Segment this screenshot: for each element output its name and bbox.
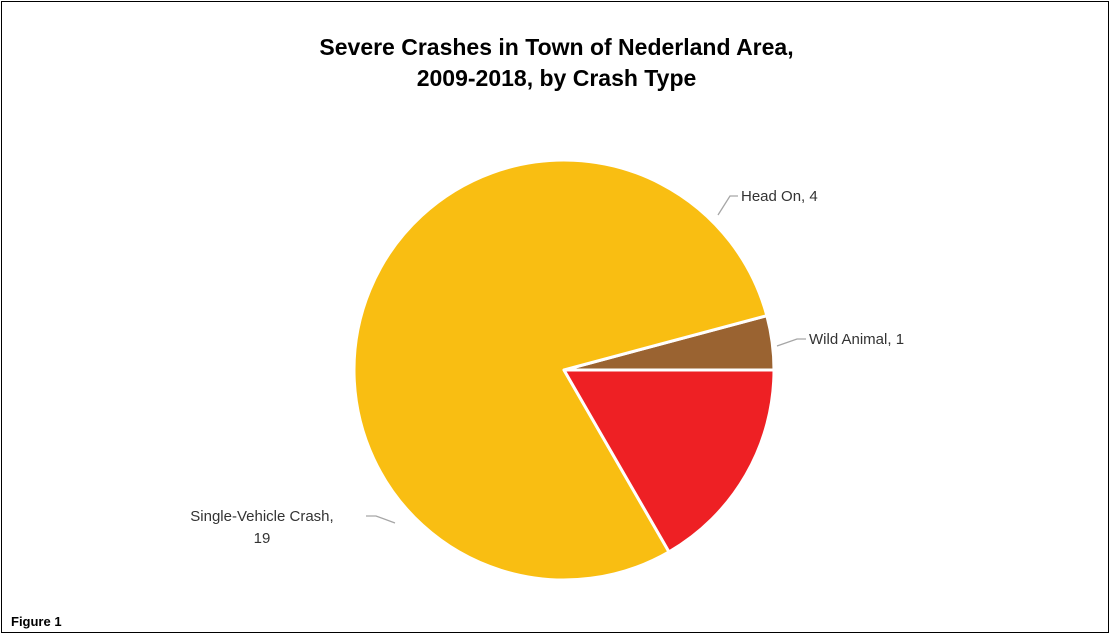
chart-title-line2: 2009-2018, by Crash Type	[416, 65, 697, 91]
pie-slice-single-vehicle-crash	[352, 158, 769, 582]
data-label: Wild Animal, 1	[809, 331, 904, 348]
pie-slice-head-on	[562, 368, 776, 554]
chart-title-line1: Severe Crashes in Town of Nederland Area…	[319, 34, 794, 60]
data-label: Single-Vehicle Crash, 19	[190, 508, 333, 547]
data-label: Head On, 4	[741, 188, 818, 205]
chart-title: Severe Crashes in Town of Nederland Area…	[2, 32, 1111, 94]
leader-line	[366, 515, 396, 524]
leader-line	[717, 195, 738, 216]
figure-label: Figure 1	[11, 614, 62, 629]
leader-line	[776, 338, 806, 347]
